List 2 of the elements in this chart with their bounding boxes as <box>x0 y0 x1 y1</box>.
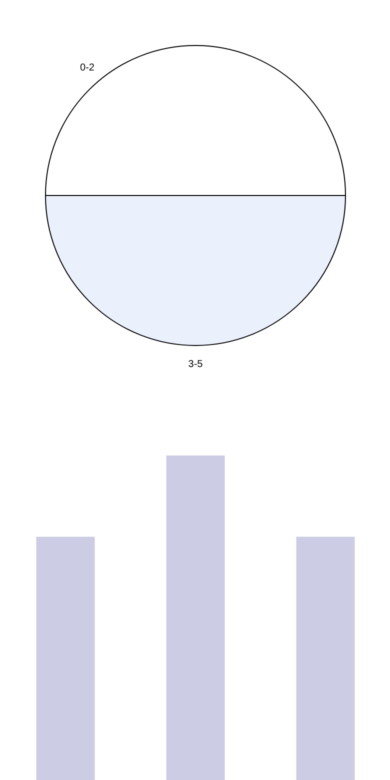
slice-label: 0-2 <box>80 62 95 74</box>
slice-label: 3-5 <box>188 359 204 370</box>
